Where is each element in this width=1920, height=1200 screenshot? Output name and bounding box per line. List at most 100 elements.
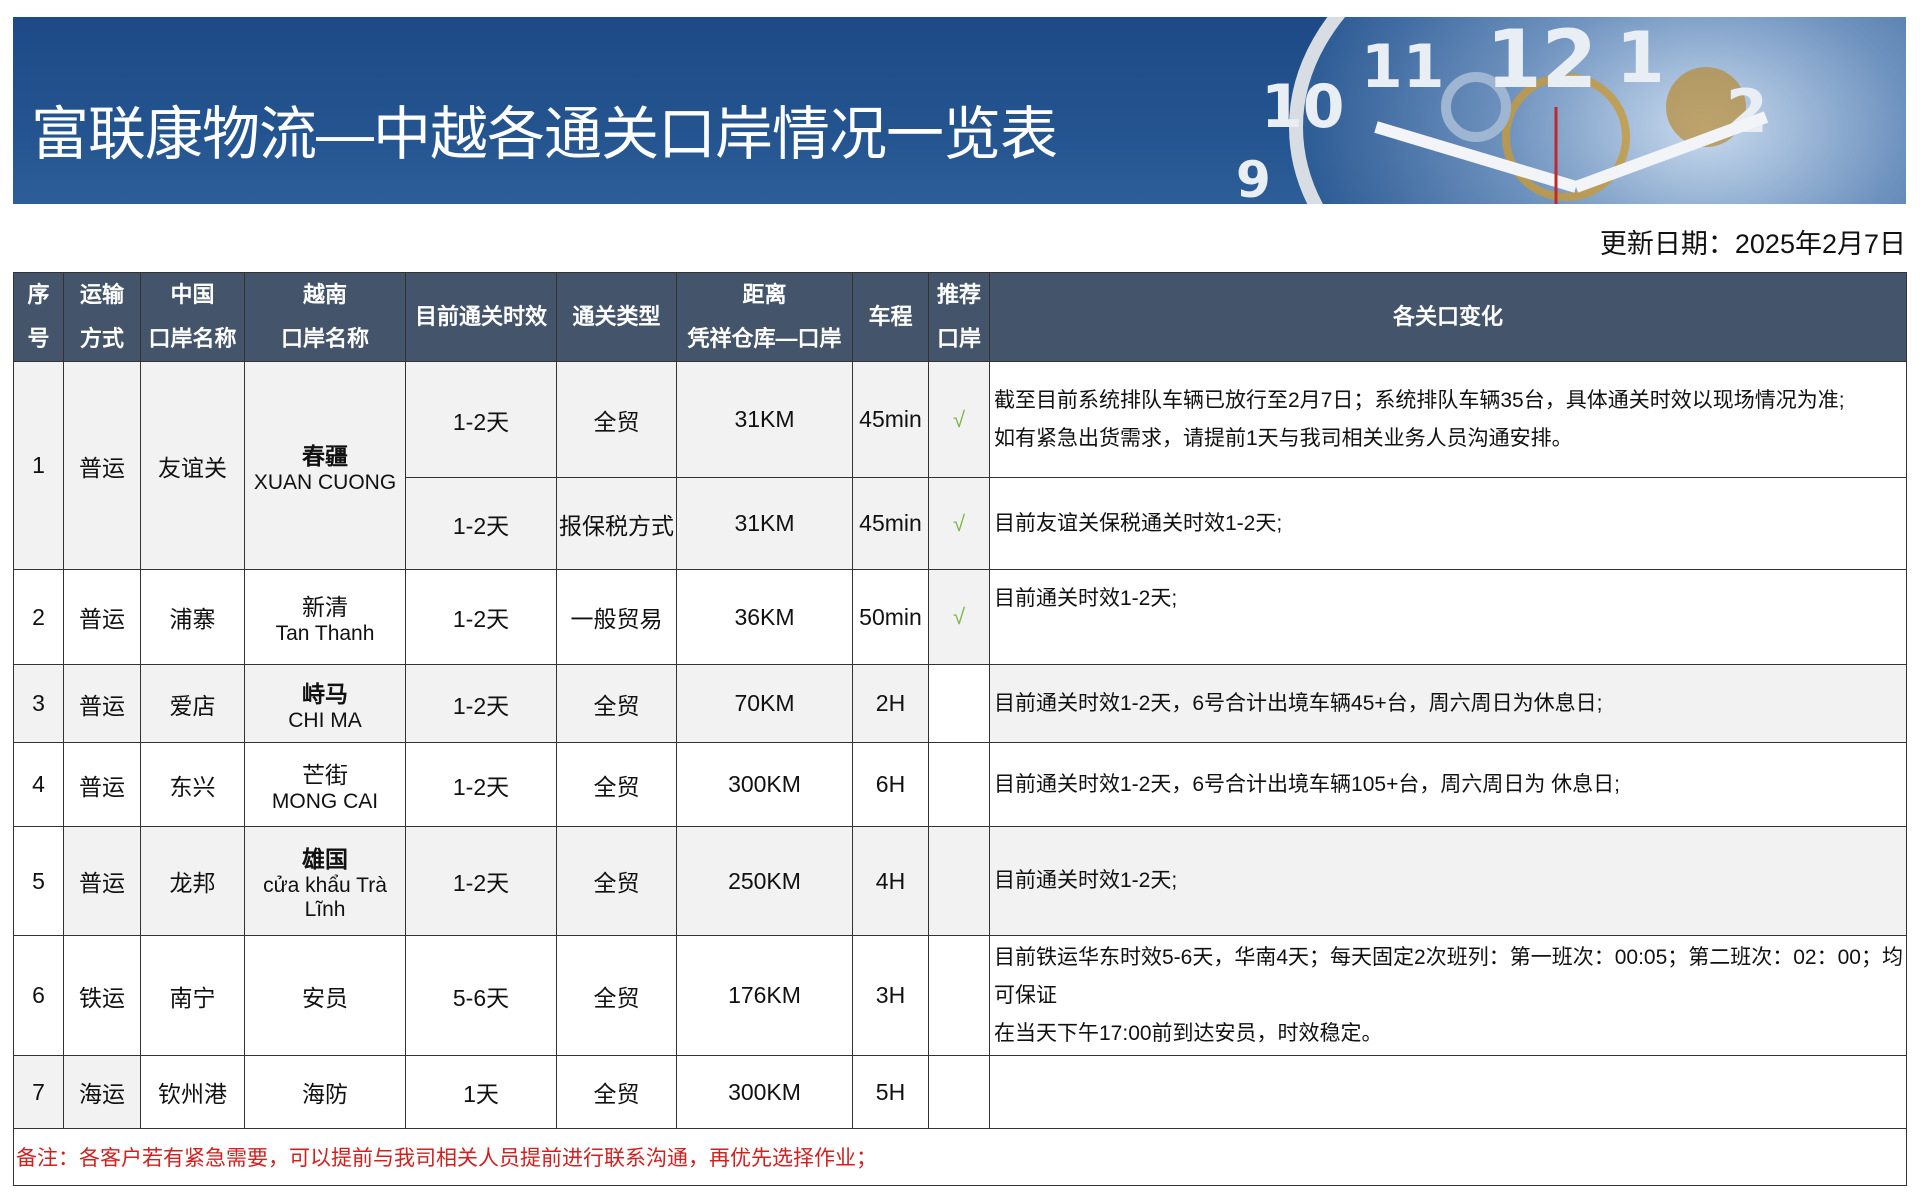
- cell-remarks: 目前通关时效1-2天;: [989, 826, 1907, 936]
- col-header-type: 通关类型: [556, 272, 677, 362]
- cell-distance: 300KM: [676, 742, 853, 827]
- cell-time: 1-2天: [405, 742, 557, 827]
- cell-cn-port: 钦州港: [140, 1055, 245, 1129]
- cell-mode: 普运: [63, 361, 141, 570]
- cell-distance: 31KM: [676, 477, 853, 570]
- cell-remarks: 目前友谊关保税通关时效1-2天;: [989, 477, 1907, 570]
- note-row: 备注：各客户若有紧急需要，可以提前与我司相关人员提前进行联系沟通，再优先选择作业…: [13, 1128, 1907, 1186]
- cell-no: 6: [13, 935, 64, 1056]
- cell-mode: 普运: [63, 826, 141, 936]
- cell-vn-port: 春疆 XUAN CUONG: [244, 361, 406, 570]
- cell-time: 1-2天: [405, 477, 557, 570]
- col-header-cn-port: 中国 口岸名称: [140, 272, 245, 362]
- cell-cn-port: 浦寨: [140, 569, 245, 665]
- cell-no: 5: [13, 826, 64, 936]
- cell-time: 1-2天: [405, 361, 557, 478]
- note-text: 备注：各客户若有紧急需要，可以提前与我司相关人员提前进行联系沟通，再优先选择作业…: [13, 1128, 1907, 1186]
- cell-vn-port: 雄国 cửa khẩu Trà Lĩnh: [244, 826, 406, 936]
- cell-recommend: [928, 664, 990, 743]
- cell-recommend: [928, 826, 990, 936]
- title-banner: 富联康物流—中越各通关口岸情况一览表 12 11 1 10 2 9: [13, 17, 1906, 204]
- table-row: 6 铁运 南宁 安员 5-6天 全贸 176KM 3H 目前铁运华东时效5-6天…: [13, 935, 1907, 1056]
- col-header-recommend: 推荐 口岸: [928, 272, 990, 362]
- col-header-drive: 车程: [852, 272, 929, 362]
- cell-no: 1: [13, 361, 64, 570]
- page-title: 富联康物流—中越各通关口岸情况一览表: [31, 102, 1058, 167]
- col-header-vn-port: 越南 口岸名称: [244, 272, 406, 362]
- cell-distance: 70KM: [676, 664, 853, 743]
- cell-mode: 铁运: [63, 935, 141, 1056]
- cell-vn-port: 芒街 MONG CAI: [244, 742, 406, 827]
- cell-cn-port: 南宁: [140, 935, 245, 1056]
- svg-text:1: 1: [1616, 17, 1665, 99]
- cell-cn-port: 友谊关: [140, 361, 245, 570]
- cell-mode: 普运: [63, 664, 141, 743]
- cell-remarks: 目前通关时效1-2天，6号合计出境车辆45+台，周六周日为休息日;: [989, 664, 1907, 743]
- table-row: 1 普运 友谊关 春疆 XUAN CUONG 1-2天 全贸 31KM 45min…: [13, 361, 1907, 570]
- cell-recommend: [928, 1055, 990, 1129]
- cell-no: 7: [13, 1055, 64, 1129]
- header-row: 序号 运输 方式 中国 口岸名称 越南 口岸名称 目前通关时效 通关类型 距离 凭祥仓库…: [13, 272, 1907, 362]
- cell-no: 2: [13, 569, 64, 665]
- col-header-remarks: 各关口变化: [989, 272, 1907, 362]
- cell-time: 1天: [405, 1055, 557, 1129]
- cell-mode: 海运: [63, 1055, 141, 1129]
- cell-time: 1-2天: [405, 826, 557, 936]
- cell-remarks: 目前通关时效1-2天，6号合计出境车辆105+台，周六周日为 休息日;: [989, 742, 1907, 827]
- cell-time: 1-2天: [405, 569, 557, 665]
- cell-type: 全贸: [556, 742, 677, 827]
- table-row: 5 普运 龙邦 雄国 cửa khẩu Trà Lĩnh 1-2天 全贸 250K…: [13, 826, 1907, 936]
- cell-recommend: [928, 935, 990, 1056]
- svg-text:9: 9: [1236, 151, 1271, 204]
- cell-time: 1-2天: [405, 664, 557, 743]
- col-header-no: 序号: [13, 272, 64, 362]
- cell-vn-port: 海防: [244, 1055, 406, 1129]
- cell-type: 全贸: [556, 361, 677, 478]
- cell-recommend: [928, 742, 990, 827]
- col-header-distance: 距离 凭祥仓库—口岸: [676, 272, 853, 362]
- cell-type: 全贸: [556, 826, 677, 936]
- svg-text:10: 10: [1261, 72, 1345, 142]
- cell-distance: 250KM: [676, 826, 853, 936]
- table-row: 2 普运 浦寨 新清 Tan Thanh 1-2天 一般贸易 36KM 50min…: [13, 569, 1907, 665]
- svg-text:11: 11: [1361, 32, 1445, 102]
- cell-distance: 300KM: [676, 1055, 853, 1129]
- cell-distance: 176KM: [676, 935, 853, 1056]
- cell-type: 全贸: [556, 1055, 677, 1129]
- cell-remarks: 目前铁运华东时效5-6天，华南4天；每天固定2次班列：第一班次：00:05；第二…: [989, 935, 1907, 1056]
- cell-cn-port: 爱店: [140, 664, 245, 743]
- cell-drive: 2H: [852, 664, 929, 743]
- cell-time: 5-6天: [405, 935, 557, 1056]
- cell-type: 报保税方式: [556, 477, 677, 570]
- cell-drive: 4H: [852, 826, 929, 936]
- clock-image: 12 11 1 10 2 9: [1236, 17, 1906, 204]
- cell-cn-port: 东兴: [140, 742, 245, 827]
- cell-no: 4: [13, 742, 64, 827]
- table-row: 7 海运 钦州港 海防 1天 全贸 300KM 5H: [13, 1055, 1907, 1129]
- cell-drive: 6H: [852, 742, 929, 827]
- cell-mode: 普运: [63, 742, 141, 827]
- cell-vn-port: 新清 Tan Thanh: [244, 569, 406, 665]
- cell-no: 3: [13, 664, 64, 743]
- svg-text:2: 2: [1726, 77, 1768, 147]
- cell-drive: 45min: [852, 477, 929, 570]
- cell-drive: 50min: [852, 569, 929, 665]
- col-header-mode: 运输 方式: [63, 272, 141, 362]
- cell-drive: 45min: [852, 361, 929, 478]
- cell-type: 全贸: [556, 664, 677, 743]
- table-row: 4 普运 东兴 芒街 MONG CAI 1-2天 全贸 300KM 6H 目前通关…: [13, 742, 1907, 827]
- cell-type: 全贸: [556, 935, 677, 1056]
- update-date: 更新日期：2025年2月7日: [1599, 229, 1906, 259]
- check-icon: √: [928, 569, 990, 665]
- cell-remarks: [989, 1055, 1907, 1129]
- cell-remarks: 截至目前系统排队车辆已放行至2月7日；系统排队车辆35台，具体通关时效以现场情况…: [989, 361, 1907, 478]
- cell-vn-port: 峙马 CHI MA: [244, 664, 406, 743]
- cell-cn-port: 龙邦: [140, 826, 245, 936]
- check-icon: √: [928, 477, 990, 570]
- cell-drive: 5H: [852, 1055, 929, 1129]
- cell-distance: 31KM: [676, 361, 853, 478]
- table-row: 3 普运 爱店 峙马 CHI MA 1-2天 全贸 70KM 2H 目前通关时效1…: [13, 664, 1907, 743]
- cell-remarks: 目前通关时效1-2天;: [989, 569, 1907, 665]
- col-header-time: 目前通关时效: [405, 272, 557, 362]
- cell-distance: 36KM: [676, 569, 853, 665]
